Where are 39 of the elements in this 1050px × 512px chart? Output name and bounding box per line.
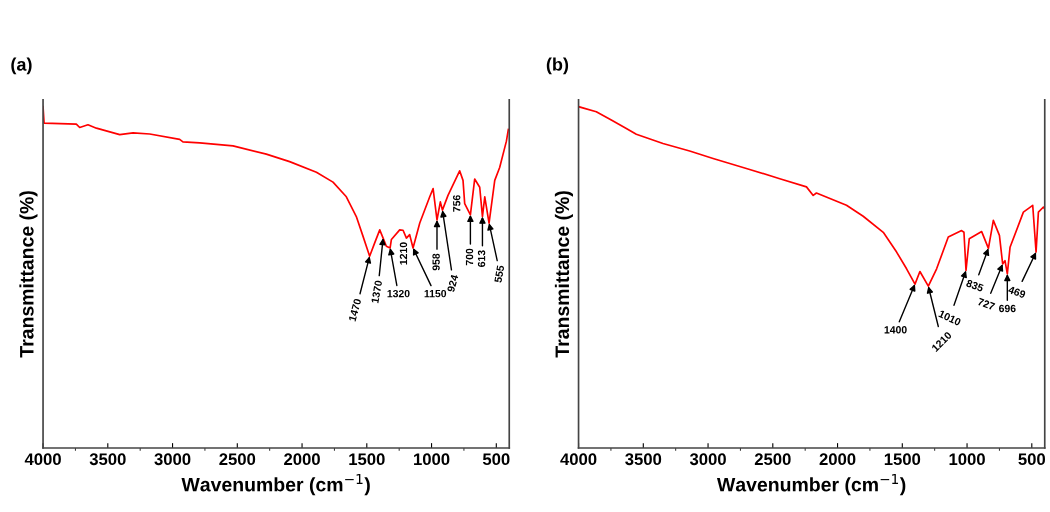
annotation: 555	[494, 265, 505, 283]
x-tick-label: 1500	[349, 453, 385, 466]
annotation: 1470	[348, 298, 362, 322]
annotation: 924	[446, 274, 459, 293]
x-tick-label: 4000	[560, 453, 597, 466]
x-tick-label: 2000	[819, 453, 856, 466]
annotation: 1210	[399, 242, 408, 265]
annotation: 613	[477, 250, 486, 267]
annotation: 1370	[371, 280, 383, 304]
annotation: 756	[453, 195, 461, 212]
x-tick-label: 500	[1018, 453, 1046, 466]
x-axis-title: Wavenumber (cm$^{−1}$)	[716, 473, 906, 496]
annotation: 727	[977, 297, 996, 311]
annotation: 469	[1007, 285, 1026, 299]
y-axis-title: Transmittance (%)	[19, 191, 38, 358]
x-axis-title: Wavenumber (cm$^{−1}$)	[181, 473, 370, 496]
x-tick-label: 1500	[884, 453, 921, 466]
annotation: 1320	[387, 289, 410, 298]
x-tick-label: 3000	[689, 453, 726, 466]
x-tick-label: 1000	[414, 453, 450, 466]
annotation: 696	[999, 304, 1016, 313]
annotation: 1010	[938, 309, 962, 326]
x-tick-label: 3000	[154, 453, 191, 466]
chart-title: (b)	[546, 57, 569, 75]
x-tick-label: 2500	[754, 453, 791, 466]
annotation: 1400	[884, 326, 907, 334]
annotation: 835	[965, 279, 984, 292]
x-tick-label: 4000	[24, 453, 61, 466]
y-axis-title: Transmittance (%)	[554, 191, 573, 358]
chart-title: (a)	[11, 57, 32, 75]
x-tick-label: 500	[482, 453, 510, 466]
x-tick-label: 1000	[949, 453, 985, 466]
annotation: 1150	[424, 289, 447, 298]
x-tick-label: 3500	[625, 453, 662, 466]
annotation: 958	[432, 253, 440, 271]
x-tick-label: 2500	[219, 453, 256, 466]
x-tick-label: 2000	[284, 453, 320, 466]
x-tick-label: 3500	[89, 453, 126, 466]
annotation: 700	[465, 248, 474, 266]
